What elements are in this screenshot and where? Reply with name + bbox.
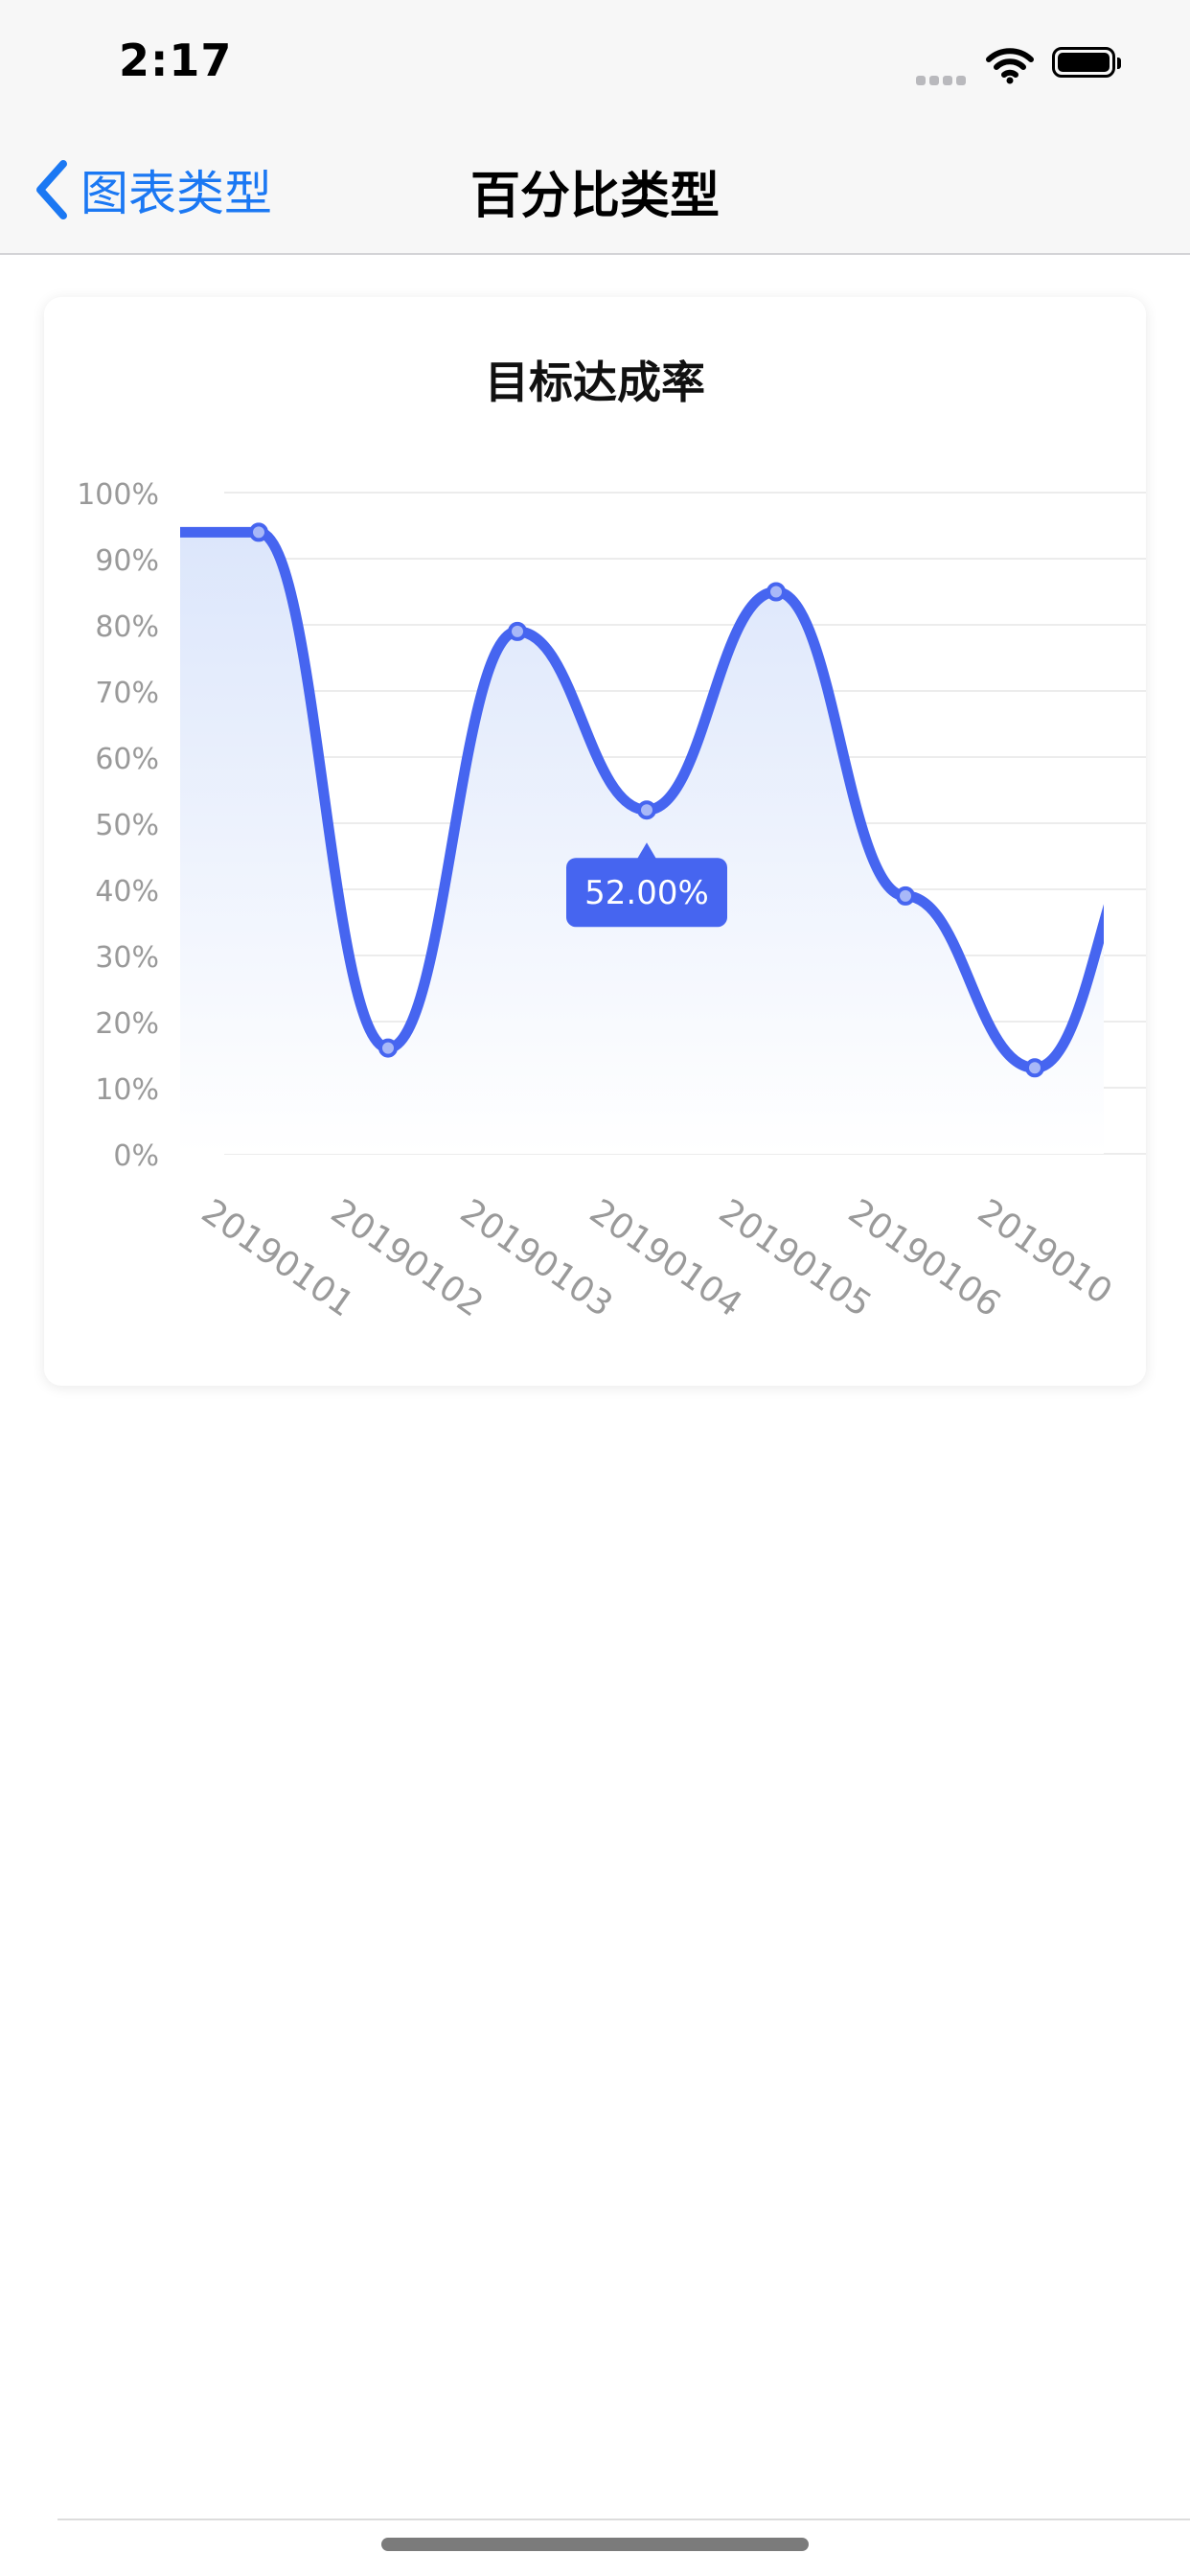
tooltip-box <box>566 858 727 928</box>
battery-icon <box>1052 47 1121 78</box>
data-point[interactable] <box>249 522 268 542</box>
chart-title: 目标达成率 <box>485 356 705 408</box>
series-area <box>180 532 1104 1154</box>
signal-dots-icon <box>916 71 970 89</box>
y-tick-label: 60% <box>95 743 159 776</box>
wifi-icon <box>986 48 1034 84</box>
tooltip: 52.00% <box>566 842 727 928</box>
back-button-label: 图表类型 <box>80 166 272 221</box>
y-tick-label: 90% <box>95 544 159 578</box>
tooltip-value: 52.00% <box>584 874 709 912</box>
top-bar: 2:17 图表类型 百分比类型 <box>0 0 1190 255</box>
status-time: 2:17 <box>119 34 233 86</box>
data-point[interactable] <box>508 621 527 641</box>
y-tick-label: 70% <box>95 677 159 710</box>
back-button[interactable]: 图表类型 <box>31 153 272 226</box>
data-point[interactable] <box>378 1038 398 1058</box>
y-tick-label: 50% <box>95 809 159 842</box>
tooltip-arrow <box>637 842 656 860</box>
y-tick-label: 80% <box>95 610 159 644</box>
data-point[interactable] <box>637 800 656 820</box>
area-chart: 目标达成率 0%10%20%30%40%50%60%70%80%90%100% … <box>77 356 1146 1324</box>
data-point[interactable] <box>767 582 786 602</box>
data-point[interactable] <box>896 886 915 906</box>
y-tick-label: 100% <box>77 478 159 512</box>
page-title: 百分比类型 <box>469 168 720 225</box>
y-tick-label: 10% <box>95 1073 159 1107</box>
data-point[interactable] <box>1025 1058 1044 1078</box>
home-indicator[interactable] <box>381 2538 809 2551</box>
bottom-divider <box>57 2518 1190 2520</box>
y-tick-label: 40% <box>95 875 159 908</box>
chart-card: 目标达成率 0% 10% 20% 30% 40% 50% 60% 70% 80% 90% 100% … <box>44 297 1146 1386</box>
y-tick-label: 20% <box>95 1007 159 1041</box>
chevron-left-icon <box>36 160 67 219</box>
y-tick-label: 0% <box>113 1139 159 1173</box>
y-tick-label: 30% <box>95 941 159 975</box>
